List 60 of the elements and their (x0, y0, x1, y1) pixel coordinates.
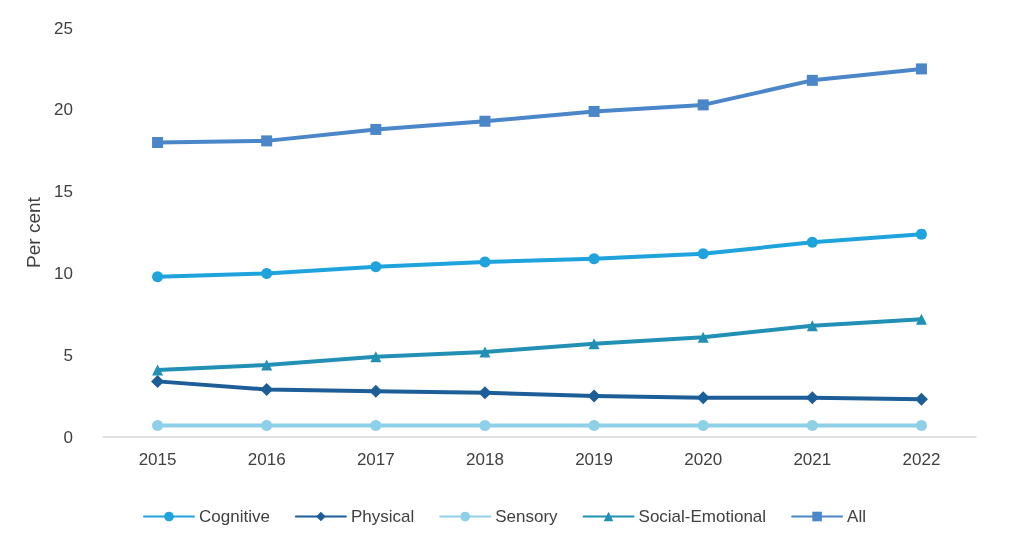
point (479, 346, 491, 358)
point (697, 99, 709, 111)
y-tick-label: 25 (54, 18, 73, 38)
point (697, 331, 709, 343)
point (152, 271, 164, 283)
point (806, 74, 818, 86)
y-tick-label: 10 (54, 263, 73, 283)
point (915, 420, 927, 432)
point (915, 228, 927, 240)
y-tick-label: 0 (63, 427, 73, 447)
point (370, 123, 382, 135)
point (479, 420, 491, 432)
y-tick-label: 5 (63, 345, 73, 365)
legend-label: Sensory (495, 507, 559, 526)
x-tick-label: 2016 (247, 450, 286, 469)
point (588, 420, 600, 432)
x-tick-label: 2017 (356, 450, 395, 469)
x-tick-label: 2022 (902, 450, 941, 469)
point (261, 420, 273, 432)
point (915, 313, 927, 325)
point (152, 137, 164, 149)
point (806, 420, 818, 432)
x-tick-label: 2019 (575, 450, 613, 469)
point (370, 420, 382, 432)
point (260, 383, 274, 397)
x-tick-label: 2021 (793, 450, 832, 469)
point (915, 63, 927, 75)
point (588, 105, 600, 117)
point (370, 351, 382, 363)
point (479, 115, 491, 127)
legend-label: Social-Emotional (638, 507, 767, 526)
y-tick-label: 15 (54, 182, 73, 202)
point (370, 261, 382, 273)
point (806, 320, 818, 332)
point (805, 391, 819, 405)
point (806, 236, 818, 248)
point (261, 359, 273, 371)
x-tick-label: 2020 (684, 450, 723, 469)
point (479, 256, 491, 268)
point (261, 135, 273, 147)
point (696, 391, 710, 405)
point (152, 420, 164, 432)
point (697, 420, 709, 432)
y-axis-title: Per cent (23, 196, 45, 268)
legend-label: Physical (350, 507, 415, 526)
point (588, 253, 600, 265)
point (697, 248, 709, 260)
point (152, 364, 164, 376)
y-tick-label: 20 (54, 100, 73, 120)
point (151, 374, 165, 388)
point (369, 384, 383, 398)
point (587, 389, 601, 403)
legend-label: All (847, 507, 867, 526)
legend-label: Cognitive (199, 507, 270, 526)
x-tick-label: 2015 (138, 450, 177, 469)
x-tick-label: 2018 (466, 450, 504, 469)
point (588, 338, 600, 350)
point (478, 386, 492, 400)
point (261, 267, 273, 279)
point (914, 392, 928, 406)
